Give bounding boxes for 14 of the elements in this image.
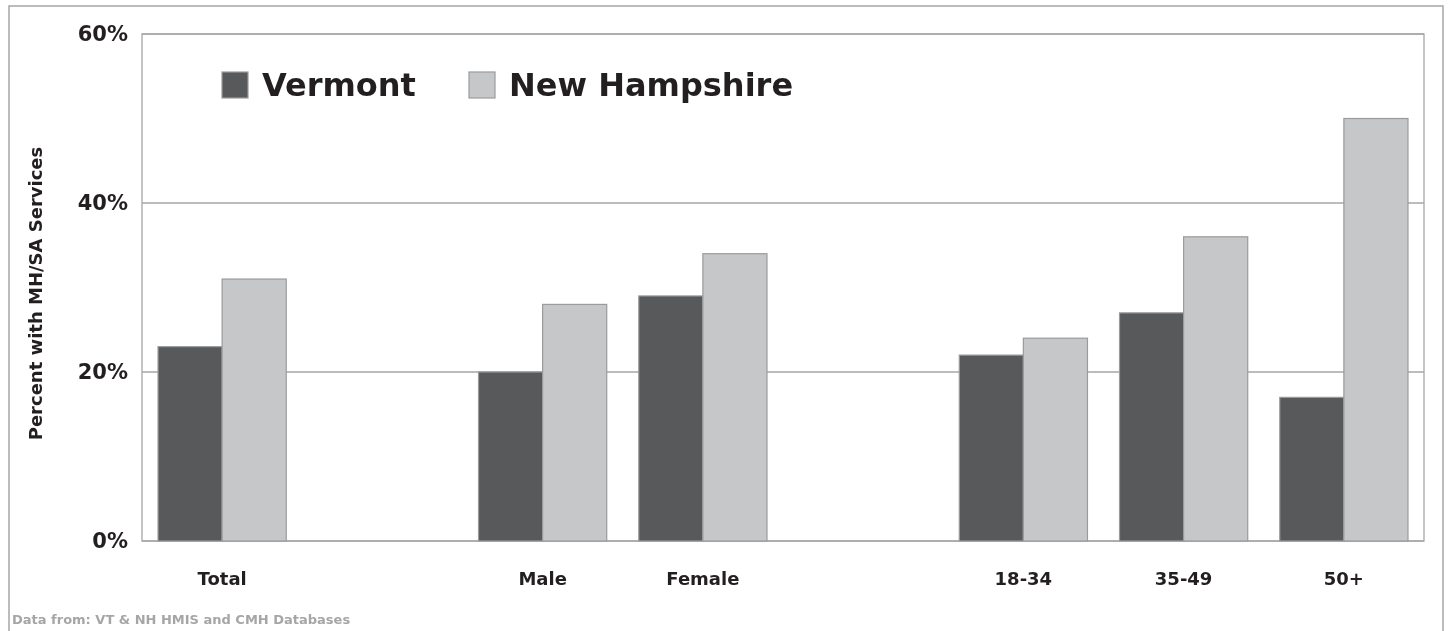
x-tick-label: Female [666,568,740,589]
y-tick-label: 0% [92,529,128,554]
y-tick-label: 40% [77,191,128,216]
x-tick-label: Total [197,568,247,589]
y-tick-label: 60% [77,22,128,47]
x-tick-label: Male [518,568,567,589]
legend-label: Vermont [262,66,416,104]
y-axis-title: Percent with MH/SA Services [25,146,46,441]
text: Data from: VT & NH HMIS and CMH Databases [12,612,351,627]
x-tick-label: 35-49 [1154,568,1213,589]
x-tick-label: 50+ [1323,568,1364,589]
x-tick-label: 18-34 [994,568,1053,589]
y-tick-label: 20% [77,360,128,385]
legend-label: New Hampshire [509,66,794,104]
